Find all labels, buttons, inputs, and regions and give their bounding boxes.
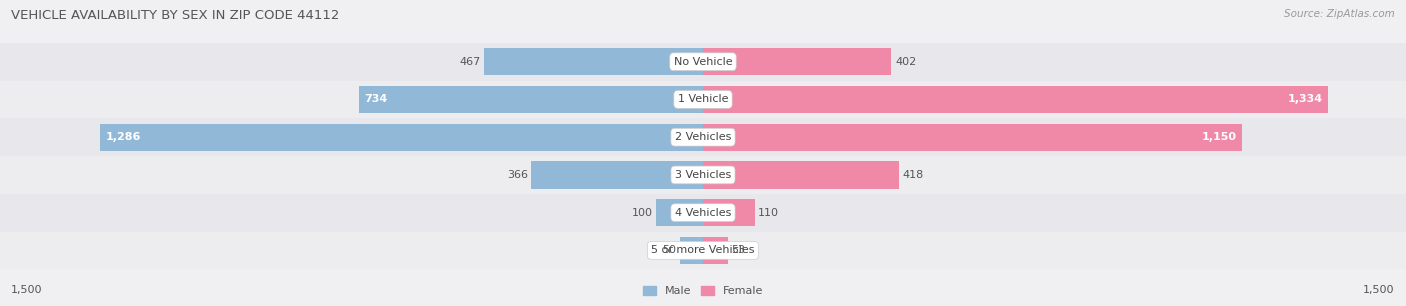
Text: 4 Vehicles: 4 Vehicles [675,208,731,218]
Text: 366: 366 [506,170,527,180]
Text: No Vehicle: No Vehicle [673,57,733,67]
Bar [679,237,703,264]
Bar [0,194,1406,232]
Text: 1 Vehicle: 1 Vehicle [678,95,728,104]
Text: 110: 110 [758,208,779,218]
Bar [359,86,703,113]
Text: 50: 50 [662,245,676,256]
Bar [531,161,703,188]
Legend: Male, Female: Male, Female [638,281,768,300]
Bar [0,156,1406,194]
Bar [703,124,1241,151]
Bar [100,124,703,151]
Text: 2 Vehicles: 2 Vehicles [675,132,731,142]
Bar [484,48,703,75]
Bar [703,86,1329,113]
Text: 5 or more Vehicles: 5 or more Vehicles [651,245,755,256]
Text: VEHICLE AVAILABILITY BY SEX IN ZIP CODE 44112: VEHICLE AVAILABILITY BY SEX IN ZIP CODE … [11,9,340,22]
Text: 3 Vehicles: 3 Vehicles [675,170,731,180]
Bar [703,48,891,75]
Text: 418: 418 [903,170,924,180]
Text: 1,286: 1,286 [105,132,141,142]
Text: 1,500: 1,500 [1364,285,1395,295]
Text: 734: 734 [364,95,388,104]
Bar [703,237,728,264]
Text: 467: 467 [460,57,481,67]
Text: 1,334: 1,334 [1288,95,1323,104]
Bar [0,118,1406,156]
Bar [0,80,1406,118]
Text: Source: ZipAtlas.com: Source: ZipAtlas.com [1284,9,1395,19]
Bar [657,199,703,226]
Bar [703,161,898,188]
Bar [0,43,1406,80]
Text: 53: 53 [731,245,745,256]
Text: 1,500: 1,500 [11,285,42,295]
Bar [0,232,1406,269]
Text: 100: 100 [631,208,652,218]
Bar [703,199,755,226]
Text: 1,150: 1,150 [1201,132,1236,142]
Text: 402: 402 [896,57,917,67]
